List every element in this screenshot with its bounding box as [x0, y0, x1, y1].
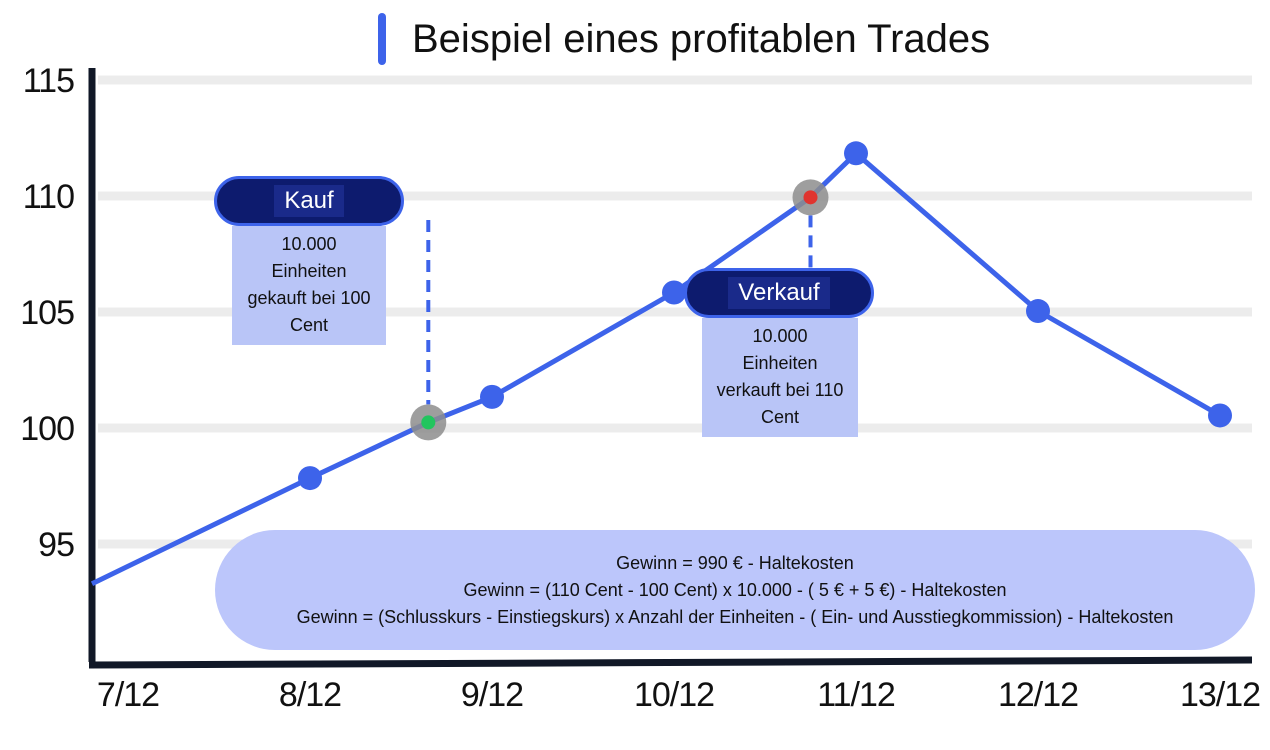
data-point — [844, 141, 868, 166]
formula-line: Gewinn = (Schlusskurs - Einstiegskurs) x… — [296, 606, 1174, 627]
axes — [88, 68, 1253, 669]
x-tick-label: 10/12 — [633, 676, 715, 714]
buy-marker — [421, 415, 436, 430]
x-tick-label: 12/12 — [997, 676, 1079, 714]
data-point — [1026, 299, 1050, 324]
price-series — [90, 141, 1232, 586]
buy-label-pill: Kauf — [214, 176, 404, 226]
sell-note-line: Einheiten — [742, 353, 818, 373]
x-tick-label: 7/12 — [96, 676, 160, 714]
y-tick-label: 95 — [38, 526, 75, 564]
chart-title: Beispiel eines profitablen Trades — [378, 12, 990, 66]
buy-note-line: 10.000 — [281, 234, 337, 254]
buy-label: Kauf — [274, 185, 344, 217]
sell-marker — [803, 190, 818, 205]
buy-note-line: Cent — [289, 315, 329, 335]
x-tick-label: 11/12 — [817, 676, 896, 714]
buy-note-line: gekauft bei 100 — [247, 288, 371, 308]
formula-line: Gewinn = 990 € - Haltekosten — [616, 552, 854, 573]
sell-note: 10.000 Einheiten verkauft bei 110 Cent — [702, 318, 858, 437]
x-tick-label: 13/12 — [1179, 676, 1261, 714]
buy-note-line: Einheiten — [271, 261, 347, 281]
y-tick-label: 100 — [20, 410, 75, 448]
y-tick-label: 110 — [22, 178, 75, 216]
y-tick-label: 105 — [20, 294, 75, 332]
formula-line: Gewinn = (110 Cent - 100 Cent) x 10.000 … — [463, 579, 1007, 600]
data-point — [662, 280, 686, 305]
x-tick-label: 8/12 — [278, 676, 342, 714]
x-axis-line — [88, 656, 1253, 669]
y-tick-label: 115 — [22, 62, 75, 100]
data-point — [480, 384, 504, 409]
title-accent-bar — [378, 13, 386, 65]
sell-note-line: 10.000 — [752, 326, 808, 346]
chart-title-text: Beispiel eines profitablen Trades — [412, 16, 991, 61]
trade-markers — [410, 179, 829, 441]
buy-note: 10.000 Einheiten gekauft bei 100 Cent — [232, 226, 386, 345]
sell-label: Verkauf — [728, 277, 830, 309]
data-point — [1208, 403, 1232, 428]
profit-formula-box: Gewinn = 990 € - Haltekosten Gewinn = (1… — [215, 530, 1255, 650]
sell-note-line: Cent — [760, 407, 800, 427]
sell-label-pill: Verkauf — [684, 268, 874, 318]
data-point — [298, 466, 322, 491]
x-tick-label: 9/12 — [460, 676, 524, 714]
sell-note-line: verkauft bei 110 — [716, 380, 844, 400]
annotation-connectors — [426, 215, 813, 405]
